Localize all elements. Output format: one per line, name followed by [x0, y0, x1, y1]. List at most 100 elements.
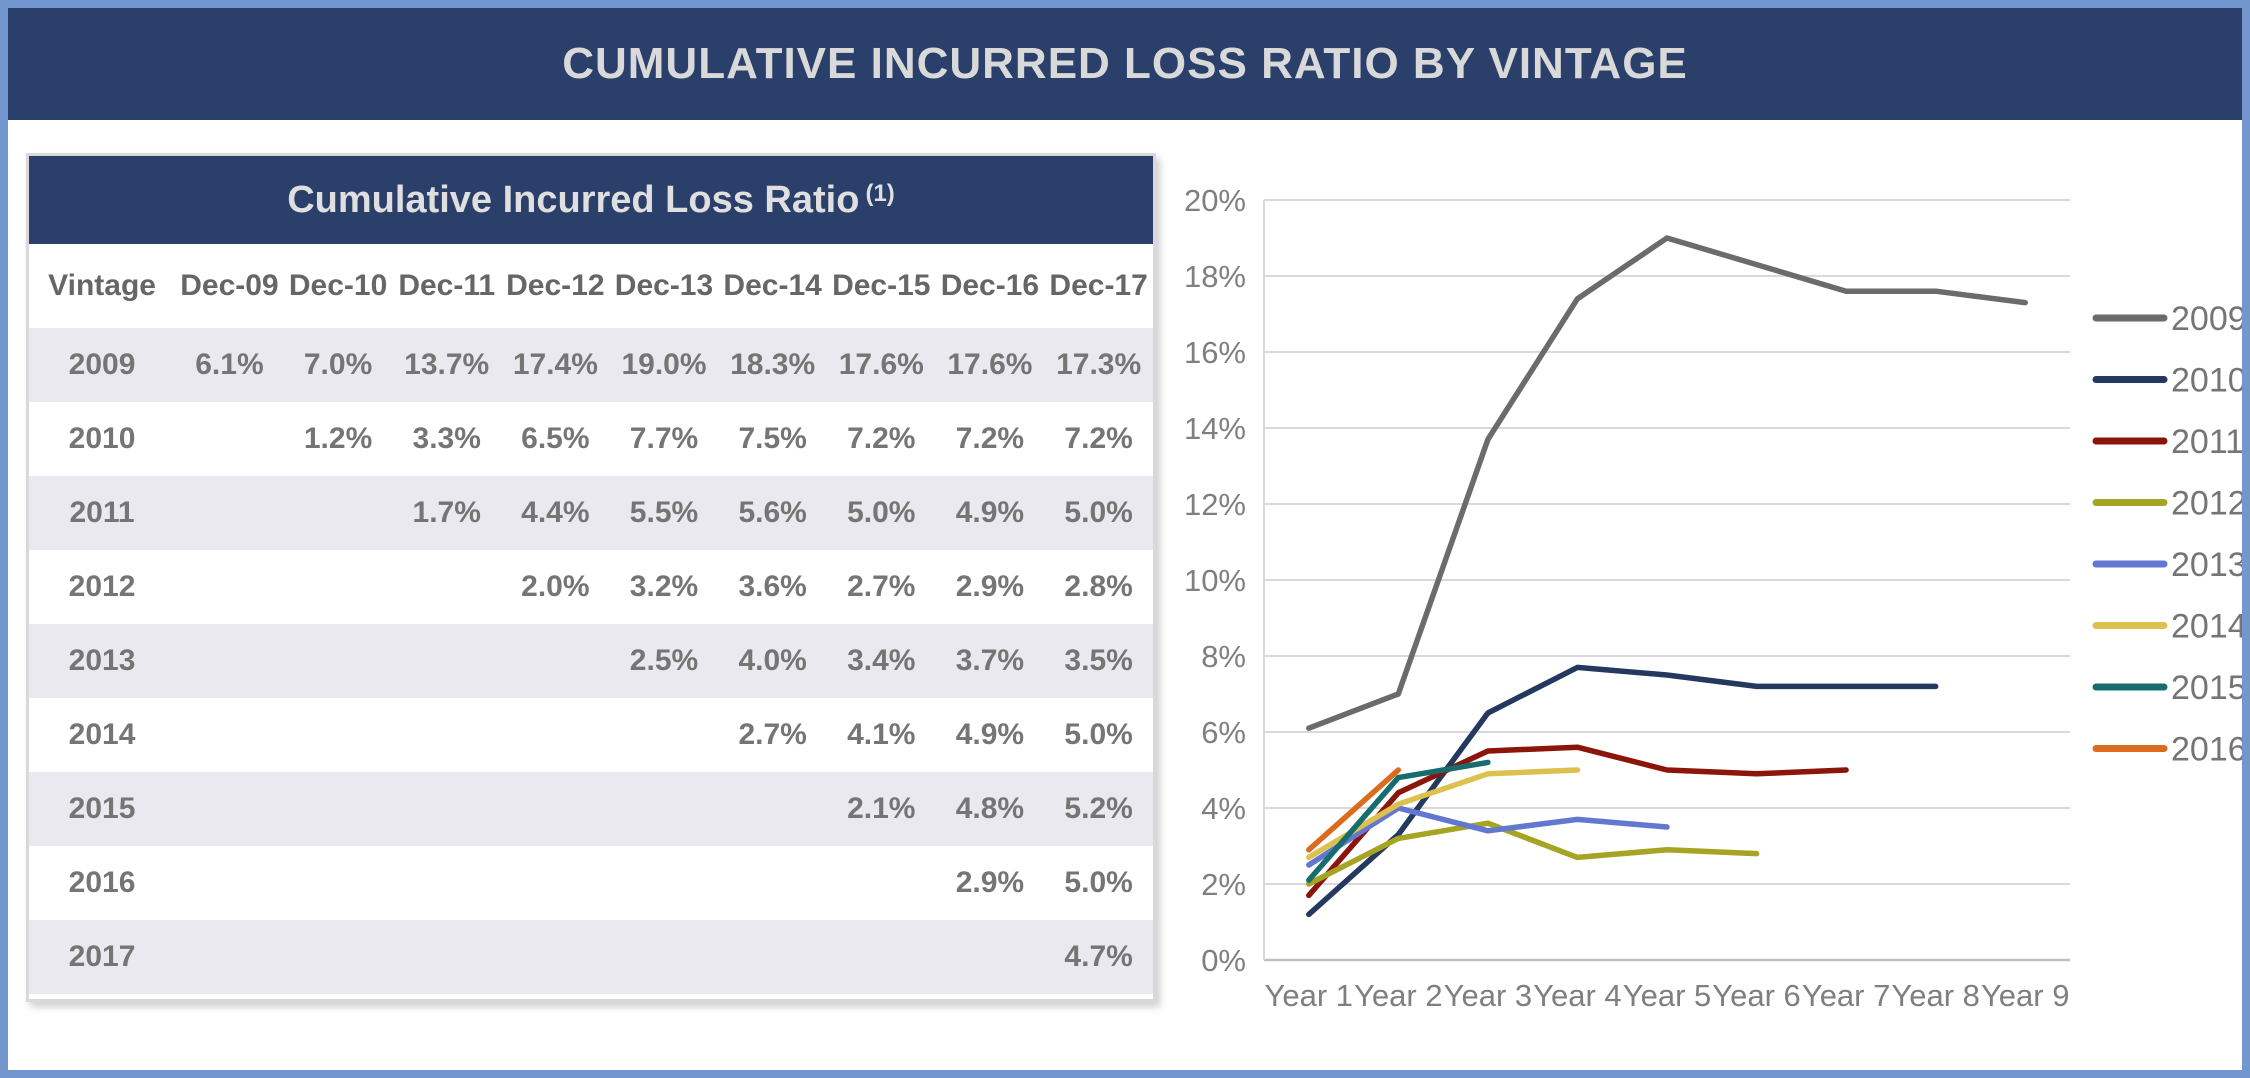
legend-label: 2013 — [2171, 546, 2247, 584]
y-tick-label: 4% — [1201, 791, 1246, 826]
legend-label: 2011 — [2171, 423, 2244, 461]
value-cell — [610, 772, 719, 846]
vintage-cell: 2014 — [68, 718, 136, 751]
y-tick-label: 20% — [1184, 183, 1246, 218]
value-cell — [175, 698, 284, 772]
value-cell: 5.0% — [1064, 866, 1133, 899]
column-header: Dec-15 — [826, 244, 936, 328]
value-cell: 2.9% — [955, 570, 1025, 603]
value-cell: 17.3% — [1056, 348, 1142, 381]
value-cell: 4.9% — [955, 718, 1025, 751]
value-cell — [501, 772, 610, 846]
value-cell: 2.9% — [955, 866, 1025, 899]
value-cell — [610, 920, 719, 994]
x-tick-label: Year 3 — [1444, 978, 1533, 1013]
value-cell: 7.2% — [847, 422, 916, 455]
value-cell: 6.5% — [521, 422, 590, 455]
value-cell — [284, 920, 393, 994]
value-cell: 3.5% — [1064, 644, 1133, 677]
value-cell: 5.0% — [847, 496, 916, 529]
value-cell — [284, 698, 393, 772]
value-cell — [827, 920, 936, 994]
value-cell — [284, 772, 393, 846]
value-cell — [284, 846, 393, 920]
value-cell: 19.0% — [621, 348, 707, 381]
y-tick-label: 10% — [1184, 563, 1246, 598]
x-tick-label: Year 1 — [1265, 978, 1354, 1013]
value-cell: 7.5% — [738, 422, 807, 455]
value-cell — [501, 920, 610, 994]
value-cell: 3.4% — [847, 644, 916, 677]
y-tick-label: 2% — [1201, 867, 1246, 902]
vintage-cell: 2015 — [68, 792, 136, 825]
value-cell: 5.2% — [1064, 792, 1133, 825]
legend-label: 2012 — [2171, 485, 2247, 523]
column-header: Dec-11 — [392, 244, 502, 328]
value-cell: 13.7% — [404, 348, 490, 381]
value-cell: 6.1% — [195, 348, 264, 381]
loss-ratio-chart: 0% 2% 4% 6% 8% 10% 12% 14% 16% 18% 20% Year 1 Year 2… — [1158, 128, 2247, 1070]
vintage-cell: 2011 — [69, 496, 135, 529]
vintage-cell: 2009 — [68, 348, 136, 381]
value-cell: 7.2% — [1064, 422, 1133, 455]
table-row: 2010 1.2% 3.3% 6.5% 7.7% 7.5% 7.2% 7.2% 7.2% — [29, 402, 1153, 476]
value-cell — [175, 772, 284, 846]
value-cell: 4.8% — [955, 792, 1025, 825]
value-cell: 2.0% — [521, 570, 590, 603]
table-row: 2011 1.7% 4.4% 5.5% 5.6% 5.0% 4.9% 5.0% — [29, 476, 1153, 550]
value-cell — [610, 846, 719, 920]
x-tick-label: Year 7 — [1802, 978, 1891, 1013]
value-cell — [284, 624, 393, 698]
value-cell: 5.0% — [1064, 718, 1133, 751]
column-header-vintage: Vintage — [29, 244, 176, 328]
legend-label: 2016 — [2171, 731, 2247, 769]
vintage-cell: 2010 — [68, 422, 136, 455]
value-cell — [175, 624, 284, 698]
value-cell: 2.7% — [738, 718, 807, 751]
value-cell: 4.9% — [955, 496, 1025, 529]
value-cell: 1.2% — [303, 422, 373, 455]
series-line-2009 — [1306, 235, 2028, 731]
series-line-2012 — [1306, 820, 1760, 887]
x-tick-label: Year 5 — [1623, 978, 1712, 1013]
value-cell — [392, 624, 501, 698]
column-header: Dec-12 — [501, 244, 610, 328]
value-cell — [392, 772, 501, 846]
chart-svg: 0% 2% 4% 6% 8% 10% 12% 14% 16% 18% 20% Year 1 Year 2… — [1184, 183, 2247, 1013]
value-cell: 4.4% — [521, 496, 590, 529]
value-cell: 4.7% — [1064, 940, 1133, 973]
vintage-cell: 2016 — [68, 866, 136, 899]
value-cell: 2.7% — [847, 570, 916, 603]
value-cell — [175, 920, 284, 994]
value-cell — [392, 846, 501, 920]
value-cell — [610, 698, 719, 772]
header-band: CUMULATIVE INCURRED LOSS RATIO BY VINTAG… — [8, 8, 2242, 120]
column-header: Dec-10 — [283, 244, 393, 328]
value-cell: 5.6% — [738, 496, 807, 529]
table-row: 2009 6.1% 7.0% 13.7% 17.4% 19.0% 18.3% 17.6% 17.… — [29, 328, 1153, 402]
value-cell: 5.0% — [1064, 496, 1133, 529]
value-cell: 7.7% — [629, 422, 699, 455]
series-line-2011 — [1306, 744, 1849, 899]
table-title: Cumulative Incurred Loss Ratio (1) — [29, 156, 1153, 244]
footnote-marker: (1) — [865, 180, 895, 207]
value-cell — [501, 846, 610, 920]
x-tick-label: Year 6 — [1712, 978, 1801, 1013]
column-header: Dec-17 — [1044, 244, 1153, 328]
legend-label: 2015 — [2171, 669, 2247, 707]
x-tick-label: Year 9 — [1981, 978, 2070, 1013]
value-cell: 4.1% — [847, 718, 916, 751]
table-row: 2014 2.7% 4.1% 4.9% 5.0% — [29, 698, 1153, 772]
value-cell: 1.7% — [412, 496, 481, 529]
value-cell: 4.0% — [738, 644, 807, 677]
value-cell: 2.1% — [847, 792, 916, 825]
value-cell: 2.5% — [629, 644, 699, 677]
value-cell — [175, 550, 284, 624]
value-cell — [827, 846, 936, 920]
x-tick-label: Year 8 — [1891, 978, 1980, 1013]
value-cell — [392, 550, 501, 624]
table-row: 2012 2.0% 3.2% 3.6% 2.7% 2.9% 2.8% — [29, 550, 1153, 624]
vintage-cell: 2017 — [68, 940, 136, 973]
value-cell — [718, 846, 827, 920]
value-cell — [501, 624, 610, 698]
